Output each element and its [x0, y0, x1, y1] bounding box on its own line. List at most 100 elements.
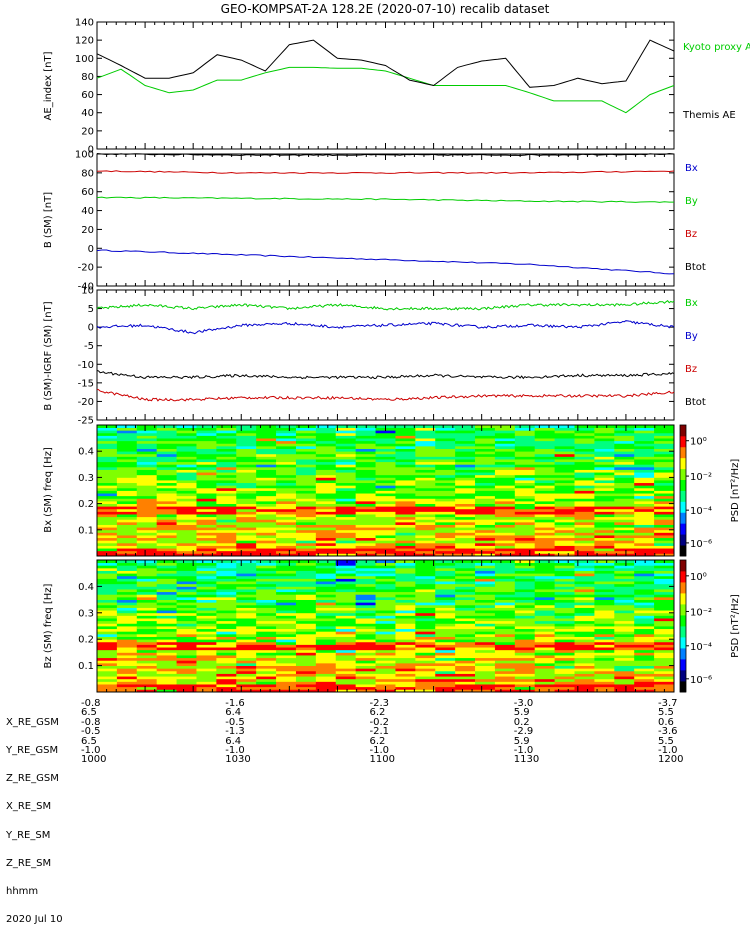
spectrogram-cell	[475, 511, 496, 515]
spectrogram-cell	[415, 524, 436, 528]
spectrogram-cell	[256, 516, 277, 520]
spectrogram-cell	[634, 676, 655, 680]
spectrogram-cell	[534, 448, 556, 452]
colorbar-tick-label: 10⁰	[690, 437, 707, 448]
spectrogram-cell	[435, 459, 456, 463]
spectrogram-cell	[375, 514, 396, 518]
spectrogram-cell	[634, 472, 655, 476]
spectrogram-cell	[634, 575, 655, 579]
spectrogram-cell	[415, 545, 436, 549]
y-tick-label: 0.3	[78, 473, 94, 484]
spectrogram-cell	[216, 665, 237, 669]
spectrogram-cell	[156, 583, 177, 587]
spectrogram-cell	[395, 548, 416, 552]
spectrogram-cell	[395, 633, 416, 637]
spectrogram-cell	[375, 545, 396, 549]
spectrogram-cell	[514, 500, 536, 504]
spectrogram-cell	[116, 519, 138, 523]
spectrogram-cell	[196, 466, 217, 470]
spectrogram-cell	[176, 689, 197, 693]
spectrogram-cell	[395, 689, 416, 693]
spectrogram-cell	[375, 472, 396, 476]
spectrogram-cell	[554, 553, 575, 557]
spectrogram-cell	[136, 480, 158, 484]
spectrogram-cell	[156, 618, 177, 622]
spectrogram-cell	[514, 670, 536, 674]
spectrogram-cell	[375, 500, 396, 504]
spectrogram-cell	[594, 548, 615, 552]
spectrogram-cell	[276, 575, 297, 579]
legend-bx-1: Bx	[685, 163, 698, 174]
spectrogram-cell	[136, 662, 158, 666]
spectrogram-cell	[594, 493, 615, 497]
spectrogram-cell	[634, 631, 655, 635]
spectrogram-cell	[236, 604, 257, 608]
legend-by-1: By	[685, 196, 698, 207]
spectrogram-cell	[156, 537, 177, 541]
spectrogram-cell	[156, 485, 177, 489]
spectrogram-cell	[614, 527, 635, 531]
spectrogram-cell	[196, 464, 217, 468]
spectrogram-cell	[116, 604, 138, 608]
spectrogram-cell	[276, 519, 297, 523]
spectrogram-cell	[475, 425, 496, 429]
spectrogram-cell	[494, 487, 516, 491]
spectrogram-cell	[594, 432, 615, 436]
spectrogram-cell	[415, 591, 436, 595]
spectrogram-cell	[554, 453, 575, 457]
spectrogram-cell	[415, 631, 436, 635]
spectrogram-cell	[494, 516, 516, 520]
spectrogram-cell	[614, 684, 635, 688]
spectrogram-cell	[256, 519, 277, 523]
spectrogram-cell	[276, 594, 297, 598]
legend-bz-1: Bz	[685, 229, 697, 240]
spectrogram-cell	[236, 451, 257, 455]
spectrogram-cell	[435, 461, 456, 465]
spectrogram-cell	[395, 610, 416, 614]
spectrogram-cell	[196, 514, 217, 518]
spectrogram-cell	[455, 435, 476, 439]
spectrogram-cell	[654, 532, 675, 536]
spectrogram-cell	[236, 615, 257, 619]
spectrogram-cell	[256, 550, 277, 554]
spectrogram-cell	[435, 430, 456, 434]
spectrogram-cell	[355, 604, 376, 608]
spectrogram-cell	[614, 655, 635, 659]
spectrogram-cell	[475, 591, 496, 595]
spectrogram-cell	[256, 612, 277, 616]
spectrogram-cell	[335, 599, 357, 603]
spectrogram-cell	[475, 618, 496, 622]
spectrogram-cell	[156, 438, 177, 442]
spectrogram-cell	[395, 673, 416, 677]
spectrogram-cell	[455, 508, 476, 512]
spectrogram-cell	[654, 686, 675, 690]
spectrogram-cell	[176, 560, 197, 564]
spectrogram-cell	[295, 524, 317, 528]
spectrogram-cell	[256, 626, 277, 630]
spectrogram-cell	[634, 610, 655, 614]
spectrogram-cell	[176, 591, 197, 595]
spectrogram-cell	[276, 607, 297, 611]
spectrogram-cell	[176, 655, 197, 659]
ephemeris-value: 1100	[369, 754, 395, 766]
spectrogram-cell	[116, 490, 138, 494]
spectrogram-cell	[355, 567, 376, 571]
spectrogram-cell	[574, 540, 595, 544]
spectrogram-cell	[315, 485, 337, 489]
spectrogram-cell	[136, 583, 158, 587]
spectrogram-cell	[654, 451, 675, 455]
spectrogram-cell	[176, 527, 197, 531]
spectrogram-cell	[534, 511, 556, 515]
spectrogram-cell	[514, 583, 536, 587]
colorbar-segment	[680, 501, 686, 513]
spectrogram-cell	[256, 461, 277, 465]
spectrogram-cell	[375, 623, 396, 627]
spectrogram-cell	[176, 482, 197, 486]
spectrogram-cell	[156, 521, 177, 525]
spectrogram-cell	[634, 503, 655, 507]
spectrogram-cell	[116, 565, 138, 569]
spectrogram-cell	[654, 493, 675, 497]
spectrogram-cell	[355, 681, 376, 685]
spectrogram-cell	[176, 514, 197, 518]
spectrogram-cell	[475, 581, 496, 585]
